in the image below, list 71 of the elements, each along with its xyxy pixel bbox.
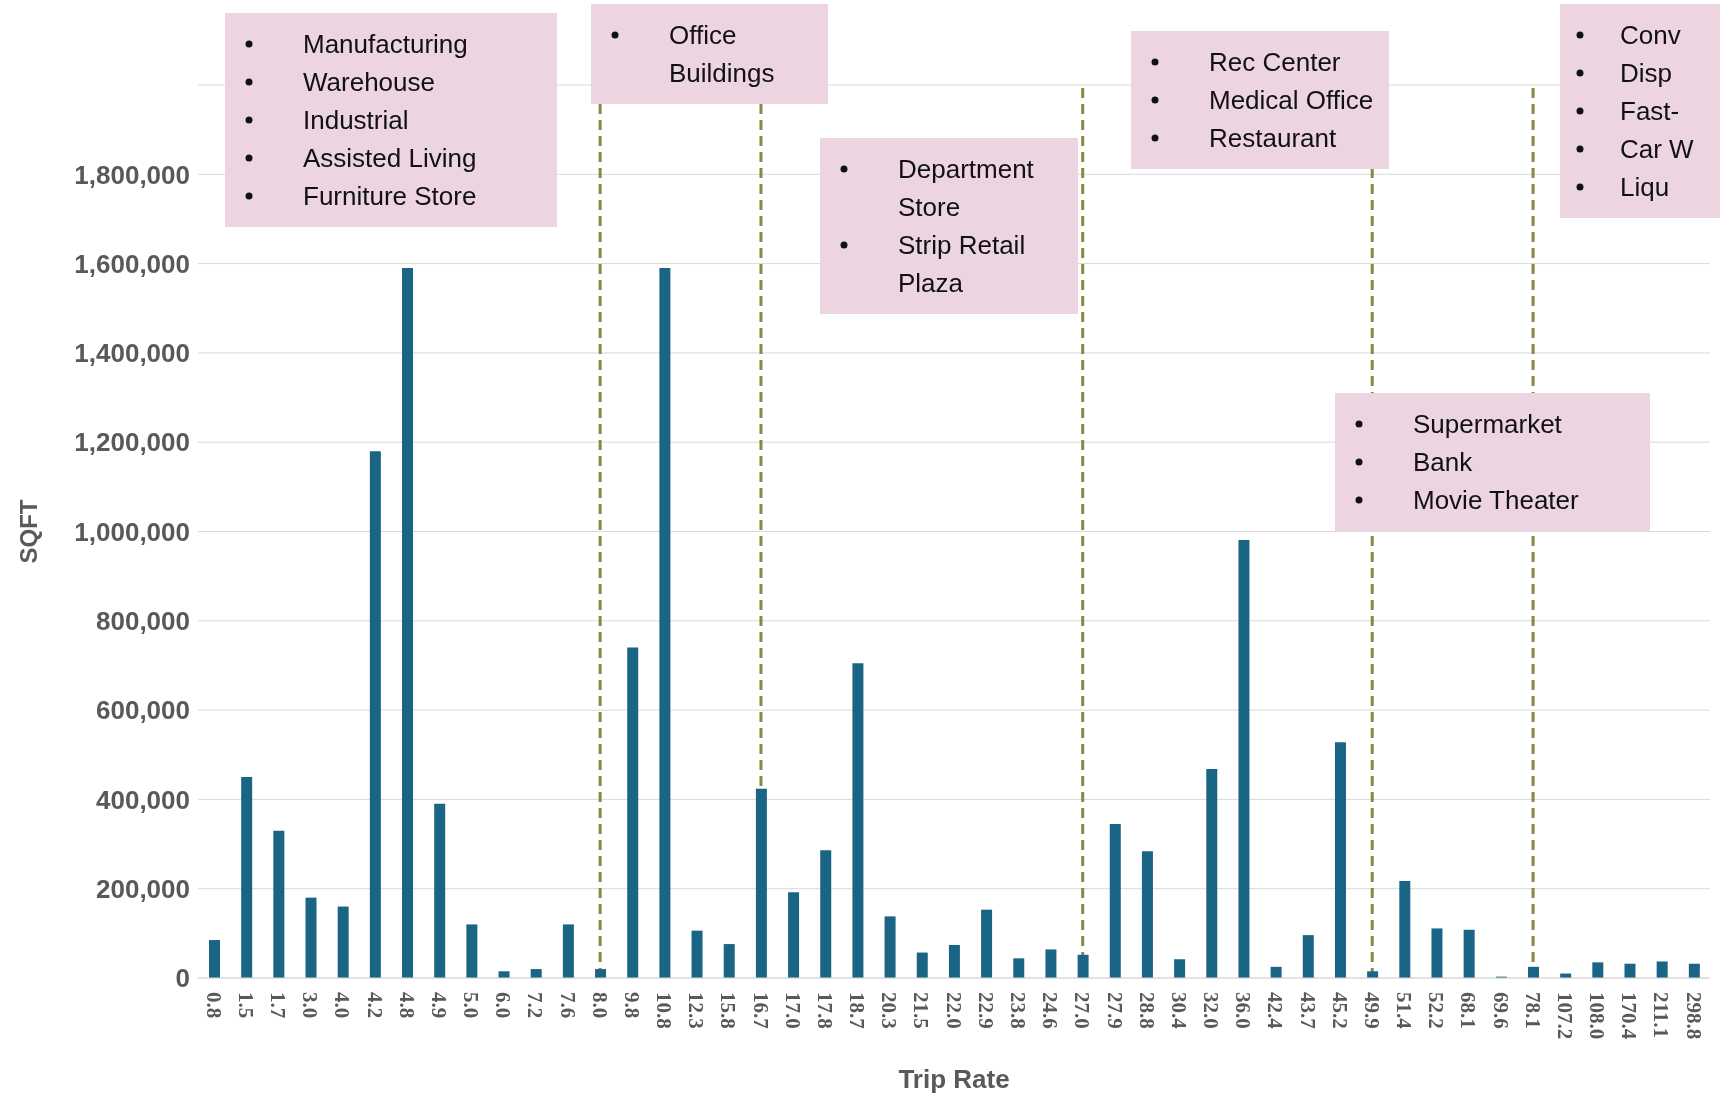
x-tick-label: 17.0 <box>780 992 805 1029</box>
y-tick-label: 800,000 <box>96 606 190 637</box>
x-tick-label: 4.0 <box>330 992 355 1019</box>
x-tick-label: 4.8 <box>394 992 419 1019</box>
x-tick-label: 78.1 <box>1520 992 1545 1029</box>
x-tick-label: 24.6 <box>1038 992 1063 1029</box>
note-box: Office Buildings <box>591 4 828 104</box>
y-tick-label: 0 <box>175 963 190 994</box>
y-tick-label: 600,000 <box>96 695 190 726</box>
x-tick-label: 108.0 <box>1585 992 1610 1040</box>
y-tick-label: 1,600,000 <box>74 248 190 279</box>
x-axis-title: Trip Rate <box>898 1064 1010 1094</box>
y-axis-title: SQFT <box>14 499 42 564</box>
note-box: Department Store Strip Retail Plaza <box>820 138 1078 314</box>
x-tick-label: 12.3 <box>684 992 709 1029</box>
x-tick-label: 20.3 <box>877 992 902 1029</box>
x-tick-label: 36.0 <box>1231 992 1256 1029</box>
x-tick-label: 27.0 <box>1070 992 1095 1029</box>
x-tick-label: 69.6 <box>1488 992 1513 1029</box>
x-tick-label: 0.8 <box>201 992 226 1019</box>
x-tick-label: 4.2 <box>362 992 387 1019</box>
y-tick-label: 400,000 <box>96 784 190 815</box>
x-tick-label: 32.0 <box>1199 992 1224 1029</box>
x-tick-label: 45.2 <box>1327 992 1352 1029</box>
x-tick-label: 8.0 <box>587 992 612 1019</box>
x-tick-label: 9.8 <box>619 992 644 1019</box>
note-box: Conv Disp Fast- Car W Liqu <box>1560 4 1720 218</box>
x-tick-label: 16.7 <box>748 992 773 1029</box>
x-tick-label: 15.8 <box>716 992 741 1029</box>
annotation: Office Buildings <box>669 19 776 90</box>
y-tick-label: 1,200,000 <box>74 427 190 458</box>
annotation: Rec Center Medical Office Restaurant <box>1209 46 1374 155</box>
x-tick-label: 5.0 <box>459 992 484 1019</box>
x-tick-label: 298.8 <box>1681 992 1706 1040</box>
x-tick-label: 10.8 <box>652 992 677 1029</box>
x-tick-label: 17.8 <box>812 992 837 1029</box>
x-tick-label: 4.9 <box>426 992 451 1019</box>
x-tick-label: 27.9 <box>1102 992 1127 1029</box>
x-tick-label: 28.8 <box>1134 992 1159 1029</box>
x-tick-label: 51.4 <box>1392 992 1417 1030</box>
note-box: Manufacturing Warehouse Industrial Assisted Living Furniture Store <box>225 13 557 227</box>
note-box: Supermarket Bank Movie Theater <box>1335 393 1650 531</box>
x-tick-label: 42.4 <box>1263 992 1288 1030</box>
x-tick-label: 170.4 <box>1617 992 1642 1040</box>
annotation: Department Store Strip Retail Plaza <box>898 153 1035 300</box>
x-tick-label: 22.0 <box>941 992 966 1029</box>
annotation: Conv Disp Fast- Car W Liqu <box>1620 19 1694 204</box>
x-tick-label: 211.1 <box>1649 992 1674 1039</box>
x-tick-label: 21.5 <box>909 992 934 1029</box>
x-tick-label: 6.0 <box>491 992 516 1019</box>
y-tick-label: 200,000 <box>96 873 190 904</box>
x-tick-label: 1.7 <box>266 992 291 1019</box>
x-tick-label: 7.2 <box>523 992 548 1019</box>
x-tick-label: 30.4 <box>1166 992 1191 1030</box>
y-tick-label: 1,400,000 <box>74 338 190 369</box>
x-tick-label: 52.2 <box>1424 992 1449 1029</box>
annotation: Supermarket Bank Movie Theater <box>1413 408 1579 517</box>
x-tick-label: 49.9 <box>1359 992 1384 1029</box>
y-tick-label: 1,000,000 <box>74 516 190 547</box>
x-tick-label: 7.6 <box>555 992 580 1019</box>
x-tick-label: 1.5 <box>233 992 258 1019</box>
note-box: Rec Center Medical Office Restaurant <box>1131 31 1389 169</box>
x-tick-label: 18.7 <box>845 992 870 1029</box>
x-tick-label: 23.8 <box>1005 992 1030 1029</box>
x-tick-label: 107.2 <box>1552 992 1577 1040</box>
x-tick-label: 43.7 <box>1295 992 1320 1029</box>
annotation: Manufacturing Warehouse Industrial Assisted Living Furniture Store <box>303 28 477 213</box>
y-tick-label: 1,800,000 <box>74 159 190 190</box>
x-tick-label: 22.9 <box>973 992 998 1029</box>
x-tick-label: 68.1 <box>1456 992 1481 1029</box>
x-tick-label: 3.0 <box>298 992 323 1019</box>
